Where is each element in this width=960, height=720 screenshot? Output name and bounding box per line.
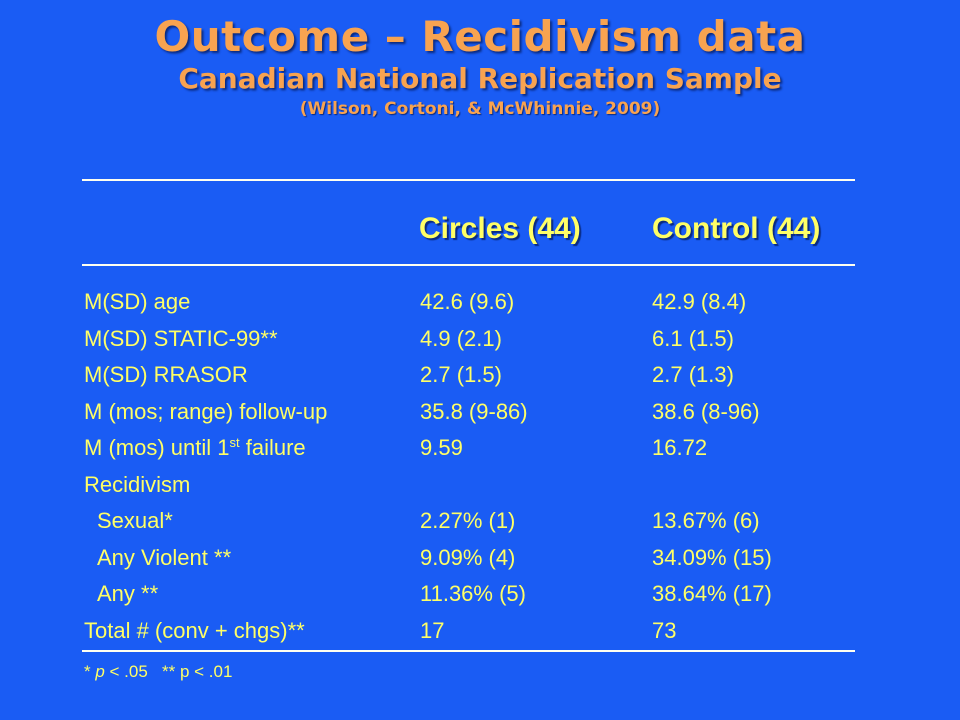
circles-value: 9.59 — [420, 435, 463, 460]
circles-value: 9.09% (4) — [420, 544, 516, 570]
circles-value: 4.9 (2.1) — [420, 325, 502, 351]
page-title: Outcome – Recidivism data — [154, 12, 806, 61]
significance-footnote: * p < .05 ** p < .01 — [84, 662, 232, 682]
control-value: 38.6 (8-96) — [652, 398, 760, 424]
row-label: Any Violent ** — [97, 544, 232, 570]
circles-value: 17 — [420, 617, 445, 643]
footnote-threshold: < .05 — [104, 662, 148, 681]
footnote-threshold-2: ** p < .01 — [162, 662, 233, 681]
control-value: 42.9 (8.4) — [652, 289, 747, 314]
header-rule — [82, 264, 855, 266]
footnote-p: p — [95, 662, 105, 681]
ordinal-suffix: st — [229, 435, 240, 450]
row-label-text: M (mos) until 1 — [84, 435, 230, 460]
circles-value: 35.8 (9-86) — [420, 398, 528, 424]
table-top-rule — [82, 179, 855, 181]
control-value: 13.67% (6) — [652, 508, 760, 533]
footnote-star: * — [84, 662, 96, 681]
control-value: 38.64% (17) — [652, 581, 772, 606]
control-value: 16.72 — [652, 435, 708, 460]
control-value: 2.7 (1.3) — [652, 362, 734, 387]
control-value: 34.09% (15) — [652, 544, 772, 570]
title-block: Outcome – Recidivism data Canadian Natio… — [0, 12, 960, 122]
column-header-circles: Circles (44) — [419, 212, 581, 245]
row-label: M(SD) age — [84, 289, 191, 314]
row-label: Total # (conv + chgs)** — [84, 617, 305, 643]
circles-value: 2.7 (1.5) — [420, 362, 502, 387]
row-label: M(SD) STATIC-99** — [84, 325, 278, 351]
row-label: Sexual* — [97, 508, 173, 533]
circles-value: 42.6 (9.6) — [420, 289, 515, 314]
table-bottom-rule — [82, 650, 855, 652]
circles-value: 2.27% (1) — [420, 508, 516, 533]
row-label: Any ** — [97, 581, 159, 606]
circles-value: 11.36% (5) — [420, 581, 526, 606]
row-label: M(SD) RRASOR — [84, 362, 248, 387]
column-header-control: Control (44) — [652, 212, 821, 245]
page-subtitle: Canadian National Replication Sample — [178, 62, 782, 95]
control-value: 6.1 (1.5) — [652, 325, 734, 351]
citation: (Wilson, Cortoni, & McWhinnie, 2009) — [299, 99, 661, 119]
control-value: 73 — [652, 617, 677, 643]
row-label: Recidivism — [84, 471, 191, 497]
row-label: M (mos) until 1st failure — [84, 432, 306, 464]
row-label: M (mos; range) follow-up — [84, 398, 328, 424]
row-label-text: failure — [239, 435, 306, 460]
